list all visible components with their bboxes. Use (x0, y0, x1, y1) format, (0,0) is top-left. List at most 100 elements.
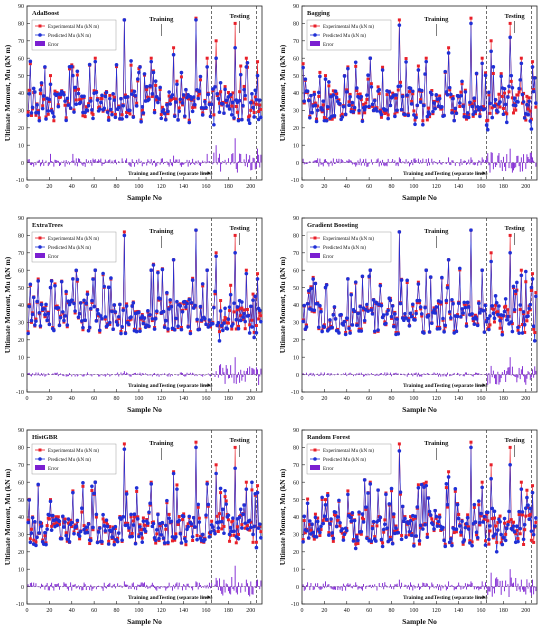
experimental-point (409, 515, 413, 519)
experimental-point (101, 517, 105, 521)
legend-marker-error (310, 41, 320, 46)
experimental-point (410, 99, 414, 103)
predicted-point (50, 111, 55, 115)
predicted-point (28, 282, 33, 287)
predicted-point (46, 109, 51, 113)
predicted-point (251, 532, 255, 537)
predicted-point (302, 303, 307, 308)
predicted-point (472, 96, 477, 100)
predicted-point (466, 115, 471, 120)
predicted-point (404, 60, 408, 64)
experimental-point (412, 109, 416, 113)
predicted-point (124, 114, 129, 119)
experimental-point (217, 330, 221, 334)
predicted-point (172, 327, 177, 332)
predicted-point (348, 331, 352, 335)
experimental-point (224, 317, 228, 321)
experimental-point (468, 539, 472, 543)
predicted-point (332, 305, 337, 309)
predicted-point (468, 541, 472, 545)
predicted-point (519, 487, 524, 491)
predicted-point (204, 513, 208, 517)
predicted-point (259, 319, 263, 324)
predicted-point (365, 536, 369, 541)
experimental-point (187, 118, 191, 122)
predicted-point (252, 115, 256, 119)
predicted-point (179, 70, 184, 75)
predicted-point (200, 113, 205, 117)
predicted-point (91, 525, 95, 530)
predicted-point (308, 115, 312, 120)
predicted-point (492, 509, 497, 514)
x-tick-label: 20 (46, 396, 52, 402)
predicted-point (341, 538, 346, 542)
predicted-point (312, 92, 317, 97)
predicted-point (461, 311, 465, 315)
testing-label: Testing (505, 437, 526, 444)
experimental-point (28, 62, 32, 66)
predicted-point (472, 502, 477, 507)
predicted-point (430, 321, 434, 326)
experimental-point (201, 284, 205, 288)
predicted-point (27, 91, 32, 96)
predicted-point (389, 486, 394, 491)
predicted-point (427, 509, 432, 514)
predicted-point (38, 324, 43, 328)
predicted-point (27, 498, 32, 502)
predicted-point (301, 319, 305, 324)
predicted-point (437, 326, 442, 331)
experimental-point (344, 530, 348, 534)
series-error (27, 357, 262, 386)
predicted-point (153, 316, 158, 321)
experimental-point (194, 440, 198, 444)
experimental-point (497, 92, 501, 96)
experimental-point (393, 529, 397, 533)
predicted-point (474, 530, 479, 535)
predicted-point (522, 322, 527, 327)
experimental-point (175, 79, 179, 83)
experimental-point (138, 523, 142, 527)
predicted-point (314, 119, 319, 124)
predicted-point (496, 312, 500, 317)
predicted-point (444, 90, 449, 94)
experimental-point (357, 512, 361, 516)
predicted-point (156, 270, 160, 275)
predicted-point (193, 525, 197, 529)
experimental-point (500, 330, 504, 334)
experimental-point (468, 102, 472, 106)
predicted-point (475, 105, 480, 109)
predicted-point (471, 112, 476, 117)
experimental-point (219, 491, 223, 495)
predicted-point (228, 525, 233, 530)
predicted-point (226, 317, 231, 322)
predicted-point (464, 324, 469, 328)
predicted-point (393, 114, 397, 119)
legend-label-error: Error (323, 467, 334, 472)
x-tick-label: 80 (114, 608, 120, 614)
predicted-point (95, 540, 100, 545)
predicted-point (157, 536, 161, 541)
predicted-point (231, 516, 235, 520)
predicted-point (370, 102, 375, 107)
predicted-point (412, 113, 416, 117)
predicted-point (77, 534, 82, 538)
predicted-point (406, 113, 411, 118)
predicted-point (526, 112, 530, 117)
experimental-point (394, 524, 398, 528)
experimental-point (499, 72, 503, 76)
predicted-point (184, 305, 188, 309)
experimental-point (336, 518, 340, 522)
predicted-point (61, 310, 65, 314)
predicted-point (391, 324, 396, 329)
predicted-point (194, 228, 198, 232)
predicted-point (225, 104, 230, 108)
predicted-point (387, 90, 392, 94)
predicted-point (94, 90, 99, 95)
experimental-point (29, 113, 33, 117)
predicted-point (30, 312, 35, 317)
x-tick-label: 100 (134, 396, 143, 402)
predicted-point (232, 301, 236, 305)
experimental-point (130, 531, 134, 535)
